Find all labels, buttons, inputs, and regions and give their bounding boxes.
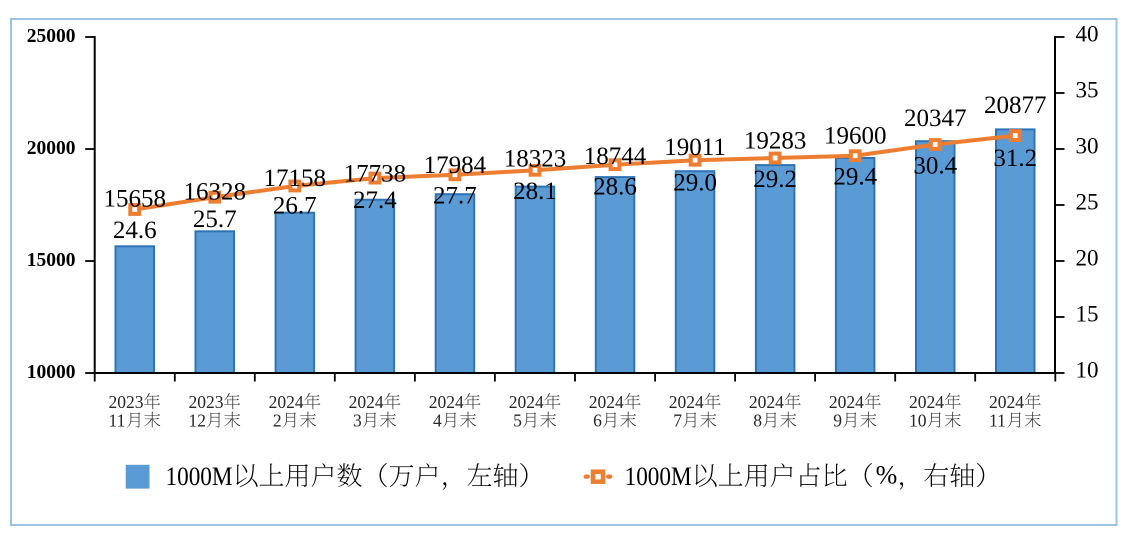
svg-text:31.2: 31.2 [993, 145, 1037, 172]
svg-text:19283: 19283 [744, 127, 807, 154]
svg-text:2: 2 [273, 410, 282, 430]
svg-text:27.4: 27.4 [353, 187, 397, 214]
svg-text:29.0: 29.0 [673, 170, 717, 197]
svg-text:2024: 2024 [909, 392, 944, 412]
svg-text:40: 40 [1076, 22, 1099, 47]
svg-text:10: 10 [909, 410, 927, 430]
svg-text:20000: 20000 [27, 138, 76, 159]
svg-text:2024: 2024 [589, 392, 624, 412]
svg-text:28.1: 28.1 [513, 178, 557, 205]
svg-text:27.7: 27.7 [433, 182, 477, 209]
svg-text:24.6: 24.6 [113, 217, 157, 244]
svg-text:12: 12 [189, 410, 207, 430]
svg-text:20877: 20877 [984, 92, 1047, 119]
svg-text:15: 15 [1076, 302, 1099, 327]
svg-text:3: 3 [353, 410, 362, 430]
svg-text:6: 6 [593, 410, 602, 430]
svg-text:29.2: 29.2 [753, 166, 797, 193]
svg-text:17984: 17984 [424, 152, 487, 179]
svg-text:5: 5 [513, 410, 522, 430]
svg-text:25: 25 [1076, 190, 1099, 215]
svg-text:%: % [876, 461, 898, 490]
svg-text:19011: 19011 [664, 134, 726, 161]
svg-text:18323: 18323 [504, 146, 567, 173]
svg-text:30: 30 [1076, 134, 1099, 159]
svg-text:9: 9 [833, 410, 842, 430]
svg-text:30.4: 30.4 [913, 153, 957, 180]
svg-text:7: 7 [673, 410, 682, 430]
svg-text:25.7: 25.7 [193, 206, 237, 233]
svg-text:2024: 2024 [429, 392, 464, 412]
svg-text:29.4: 29.4 [833, 164, 877, 191]
svg-text:26.7: 26.7 [273, 192, 317, 219]
svg-text:1000M: 1000M [166, 462, 233, 491]
svg-text:16328: 16328 [184, 179, 247, 206]
svg-text:8: 8 [753, 410, 762, 430]
svg-text:28.6: 28.6 [593, 173, 637, 200]
svg-text:2024: 2024 [349, 392, 384, 412]
svg-text:11: 11 [109, 410, 126, 430]
svg-text:20347: 20347 [904, 105, 967, 132]
svg-text:35: 35 [1076, 78, 1099, 103]
svg-text:17158: 17158 [264, 165, 327, 192]
svg-text:2024: 2024 [989, 392, 1024, 412]
svg-text:20: 20 [1076, 246, 1099, 271]
svg-text:15000: 15000 [27, 250, 76, 271]
svg-text:11: 11 [989, 410, 1006, 430]
svg-text:18744: 18744 [584, 143, 647, 170]
svg-text:2024: 2024 [669, 392, 704, 412]
svg-text:19600: 19600 [824, 122, 887, 149]
svg-text:2023: 2023 [109, 392, 144, 412]
svg-text:2024: 2024 [749, 392, 784, 412]
svg-text:25000: 25000 [27, 26, 76, 47]
svg-text:2024: 2024 [509, 392, 544, 412]
svg-text:2024: 2024 [829, 392, 864, 412]
svg-text:15658: 15658 [103, 185, 166, 212]
svg-text:4: 4 [433, 410, 442, 430]
svg-text:1000M: 1000M [625, 462, 692, 491]
svg-text:10000: 10000 [27, 362, 76, 383]
svg-text:2023: 2023 [189, 392, 224, 412]
svg-text:17738: 17738 [344, 160, 407, 187]
svg-text:10: 10 [1076, 358, 1099, 383]
svg-text:2024: 2024 [269, 392, 304, 412]
